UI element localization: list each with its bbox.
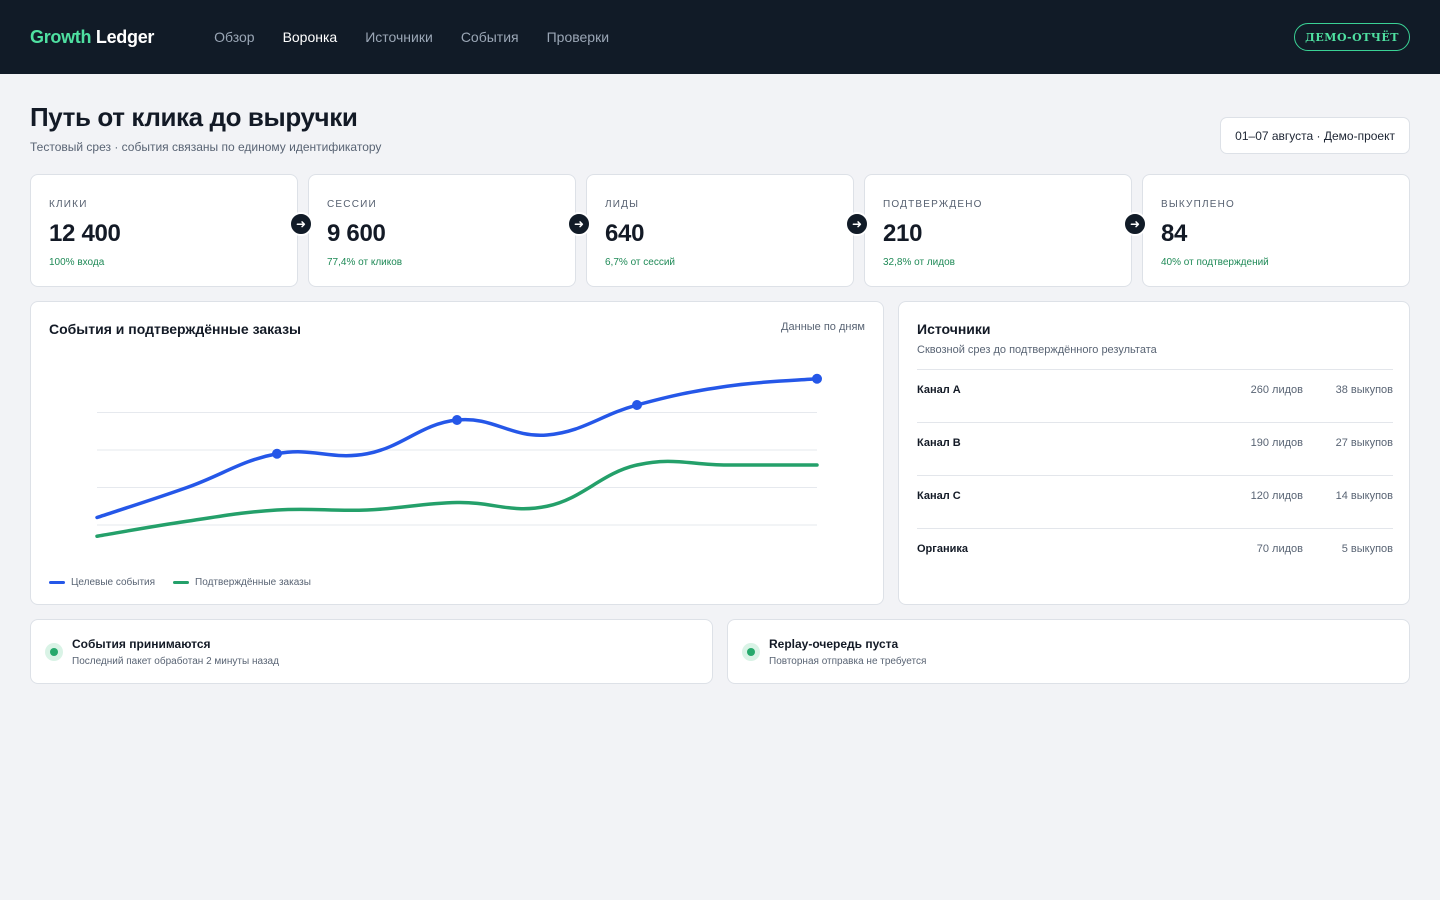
legend-label: Подтверждённые заказы	[195, 577, 311, 588]
legend-item-events: Целевые события	[49, 577, 155, 588]
kpi-card-sessions: Сессии 9 600 77,4% от кликов	[308, 174, 576, 287]
page-title: Путь от клика до выручки	[30, 102, 358, 132]
kpi-note: 32,8% от лидов	[883, 257, 955, 268]
status-title: События принимаются	[72, 637, 211, 651]
arrow-right-icon: ➜	[1123, 212, 1147, 236]
main-nav: Обзор Воронка Источники События Проверки	[214, 29, 637, 45]
chart-legend: Целевые события Подтверждённые заказы	[49, 577, 329, 588]
kpi-note: 100% входа	[49, 257, 105, 268]
top-navbar: Growth Ledger Обзор Воронка Источники Со…	[0, 0, 1440, 74]
date-range-selector[interactable]: 01–07 августа · Демо-проект	[1220, 117, 1410, 154]
events-chart-card: События и подтверждённые заказы Данные п…	[30, 301, 884, 605]
chart-title: События и подтверждённые заказы	[49, 321, 302, 337]
source-name: Канал C	[917, 490, 961, 502]
events-line-chart	[95, 373, 822, 538]
source-leads: 260 лидов	[1250, 384, 1303, 396]
source-purchases: 38 выкупов	[1335, 384, 1393, 396]
kpi-label: Лиды	[605, 199, 640, 210]
kpi-label: Клики	[49, 199, 88, 210]
source-purchases: 14 выкупов	[1335, 490, 1393, 502]
kpi-label: Сессии	[327, 199, 377, 210]
kpi-card-clicks: Клики 12 400 100% входа	[30, 174, 298, 287]
kpi-value: 84	[1161, 220, 1188, 247]
series-point-0[interactable]	[272, 448, 282, 459]
nav-checks[interactable]: Проверки	[546, 29, 610, 45]
source-row-channel-a[interactable]: Канал A 260 лидов 38 выкупов	[917, 370, 1393, 423]
sources-title: Источники	[917, 321, 991, 337]
kpi-value: 640	[605, 220, 645, 247]
app-logo[interactable]: Growth Ledger	[30, 27, 154, 48]
source-purchases: 5 выкупов	[1341, 543, 1393, 555]
arrow-right-icon: ➜	[845, 212, 869, 236]
demo-report-button[interactable]: ДЕМО-ОТЧЁТ	[1294, 23, 1410, 51]
page-subtitle: Тестовый срез · события связаны по едино…	[30, 140, 382, 154]
legend-label: Целевые события	[71, 577, 156, 588]
nav-overview[interactable]: Обзор	[214, 29, 255, 45]
kpi-value: 9 600	[327, 220, 386, 247]
source-row-channel-b[interactable]: Канал B 190 лидов 27 выкупов	[917, 423, 1393, 476]
nav-events[interactable]: События	[460, 29, 519, 45]
source-purchases: 27 выкупов	[1335, 437, 1393, 449]
status-subtitle: Последний пакет обработан 2 минуты назад	[72, 656, 279, 667]
source-name: Канал B	[917, 437, 961, 449]
status-subtitle: Повторная отправка не требуется	[769, 656, 927, 667]
status-ok-icon	[45, 643, 63, 661]
nav-sources[interactable]: Источники	[365, 29, 433, 45]
source-name: Канал A	[917, 384, 961, 396]
kpi-value: 210	[883, 220, 923, 247]
chart-granularity-hint: Данные по дням	[781, 321, 865, 333]
source-leads: 190 лидов	[1250, 437, 1303, 449]
logo-part-growth: Growth	[30, 26, 92, 47]
series-line-1	[95, 459, 819, 538]
kpi-note: 40% от подтверждений	[1161, 257, 1269, 268]
legend-swatch-events	[49, 581, 65, 584]
status-card-ingest: События принимаются Последний пакет обра…	[30, 619, 713, 684]
nav-funnel[interactable]: Воронка	[282, 29, 338, 45]
source-row-channel-c[interactable]: Канал C 120 лидов 14 выкупов	[917, 476, 1393, 529]
source-name: Органика	[917, 543, 969, 555]
source-row-organic[interactable]: Органика 70 лидов 5 выкупов	[917, 529, 1393, 582]
kpi-value: 12 400	[49, 220, 121, 247]
series-line-0	[95, 377, 819, 520]
legend-swatch-orders	[173, 581, 190, 584]
funnel-kpis: Клики 12 400 100% входа ➜ Сессии 9 600 7…	[30, 174, 1410, 287]
kpi-note: 6,7% от сессий	[605, 257, 676, 268]
kpi-card-purchased: Выкуплено 84 40% от подтверждений	[1142, 174, 1410, 287]
arrow-right-icon: ➜	[567, 212, 591, 236]
legend-item-orders: Подтверждённые заказы	[173, 577, 311, 588]
status-title: Replay-очередь пуста	[769, 637, 899, 651]
source-leads: 120 лидов	[1250, 490, 1303, 502]
status-card-replay: Replay-очередь пуста Повторная отправка …	[727, 619, 1410, 684]
sources-table: Канал A 260 лидов 38 выкупов Канал B 190…	[917, 369, 1393, 582]
sources-card: Источники Сквозной срез до подтверждённо…	[898, 301, 1410, 605]
sources-subtitle: Сквозной срез до подтверждённого результ…	[917, 344, 1157, 356]
status-ok-icon	[742, 643, 760, 661]
logo-part-ledger: Ledger	[95, 26, 155, 47]
kpi-label: Выкуплено	[1161, 199, 1236, 210]
kpi-card-confirmed: Подтверждено 210 32,8% от лидов	[864, 174, 1132, 287]
series-point-0[interactable]	[812, 373, 822, 384]
kpi-card-leads: Лиды 640 6,7% от сессий	[586, 174, 854, 287]
arrow-right-icon: ➜	[289, 212, 313, 236]
kpi-note: 77,4% от кликов	[327, 257, 403, 268]
series-point-0[interactable]	[632, 400, 642, 410]
kpi-label: Подтверждено	[883, 199, 983, 210]
series-point-0[interactable]	[452, 415, 462, 425]
source-leads: 70 лидов	[1256, 543, 1303, 555]
